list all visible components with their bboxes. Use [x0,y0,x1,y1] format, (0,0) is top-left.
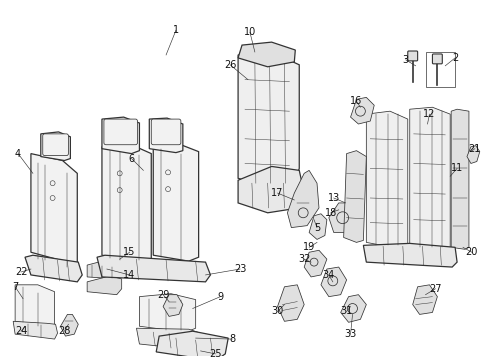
Polygon shape [304,250,326,277]
FancyBboxPatch shape [407,51,417,61]
FancyBboxPatch shape [42,134,68,156]
Polygon shape [366,111,407,247]
Polygon shape [412,285,436,314]
FancyBboxPatch shape [431,54,441,64]
Text: 33: 33 [344,329,356,339]
Text: 11: 11 [450,163,462,174]
Polygon shape [238,52,299,188]
Polygon shape [153,145,198,261]
Polygon shape [41,132,70,161]
Polygon shape [287,170,318,228]
Polygon shape [238,42,295,67]
Polygon shape [328,203,356,233]
Polygon shape [156,331,228,360]
Text: 5: 5 [313,222,320,233]
Text: 21: 21 [468,144,480,154]
Polygon shape [343,150,366,242]
FancyBboxPatch shape [151,119,181,145]
FancyBboxPatch shape [104,119,137,145]
Text: 9: 9 [217,292,223,302]
Polygon shape [13,321,58,339]
Polygon shape [363,243,456,267]
Polygon shape [277,285,304,321]
Polygon shape [102,146,151,262]
Text: 6: 6 [128,153,134,163]
Text: 15: 15 [123,247,136,257]
Polygon shape [340,295,366,322]
Text: 32: 32 [297,254,310,264]
Text: 12: 12 [423,109,435,119]
Polygon shape [149,118,183,153]
Polygon shape [102,117,139,154]
Text: 28: 28 [58,326,70,336]
Text: 29: 29 [157,290,169,300]
Text: 3: 3 [402,55,408,65]
Polygon shape [31,154,77,267]
Text: 2: 2 [451,53,457,63]
Text: 13: 13 [327,193,339,203]
Text: 30: 30 [271,306,283,316]
Polygon shape [87,276,122,295]
Polygon shape [350,97,373,124]
Polygon shape [238,166,304,213]
Polygon shape [409,107,449,250]
Text: 23: 23 [233,264,246,274]
Text: 20: 20 [465,247,477,257]
Polygon shape [61,314,78,336]
Text: 16: 16 [349,96,362,106]
Polygon shape [139,294,195,332]
Polygon shape [25,255,82,282]
Text: 10: 10 [244,27,256,37]
Text: 22: 22 [15,267,27,277]
Polygon shape [136,328,200,350]
Text: 4: 4 [15,149,21,159]
Polygon shape [97,255,210,282]
Text: 7: 7 [12,282,18,292]
Text: 27: 27 [428,284,441,294]
Text: 34: 34 [322,270,334,280]
Polygon shape [15,285,55,326]
Text: 31: 31 [340,306,352,316]
Polygon shape [163,295,183,316]
Text: 17: 17 [271,188,283,198]
Text: 24: 24 [15,326,27,336]
Polygon shape [87,259,122,279]
Text: 26: 26 [224,60,236,70]
Text: 18: 18 [324,208,336,218]
Text: 1: 1 [173,25,179,35]
Text: 19: 19 [303,242,315,252]
Polygon shape [320,267,346,297]
Text: 25: 25 [209,349,221,359]
Polygon shape [308,214,326,239]
Polygon shape [466,146,479,163]
Bar [425,52,454,86]
Text: 8: 8 [229,334,235,344]
Text: 14: 14 [123,270,135,280]
Polygon shape [450,109,468,249]
